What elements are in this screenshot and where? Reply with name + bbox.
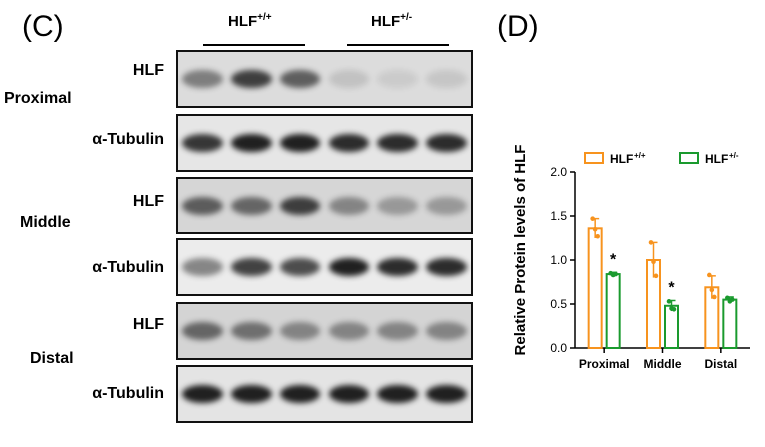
bar	[587, 227, 603, 349]
blot-band	[426, 196, 467, 215]
blot-band	[182, 258, 223, 276]
bar	[605, 273, 621, 349]
blot-band	[182, 385, 223, 403]
blot-band	[377, 258, 419, 276]
y-tick-label: 0.5	[550, 297, 567, 311]
blot-band	[230, 258, 272, 276]
y-tick-label: 0.0	[550, 341, 567, 355]
y-tick-label: 1.0	[550, 253, 567, 267]
blot-band	[328, 322, 370, 340]
legend-label-sup: +/-	[729, 151, 739, 160]
significance-star: *	[610, 251, 617, 268]
data-point	[730, 297, 735, 302]
blot-band	[182, 196, 223, 215]
blot-image	[176, 177, 473, 234]
group-underline-het	[347, 44, 449, 46]
data-point	[666, 299, 672, 304]
group-label-wt: HLF+/+	[228, 12, 272, 30]
blot-image	[176, 114, 473, 172]
blot-band	[279, 70, 321, 88]
blot-band	[279, 322, 321, 340]
blot-band	[328, 134, 370, 152]
blot-band	[426, 385, 467, 403]
blot-band	[230, 196, 272, 215]
panel-d-label: (D)	[497, 10, 539, 43]
legend-label-sup: +/+	[634, 151, 646, 160]
data-point	[707, 272, 712, 278]
blot-band	[230, 70, 272, 88]
bar	[664, 304, 679, 349]
blot-band	[377, 70, 419, 88]
data-point	[590, 216, 595, 221]
blot-band	[328, 196, 370, 215]
blot-image	[176, 302, 473, 360]
blot-band	[377, 322, 419, 340]
region-label-distal: Distal	[30, 350, 74, 367]
blot-band	[182, 322, 223, 340]
region-label-proximal: Proximal	[4, 90, 72, 107]
blot-band	[279, 385, 321, 403]
data-point	[592, 226, 598, 232]
data-point	[709, 287, 715, 293]
data-point	[725, 295, 730, 301]
blot-image	[176, 238, 473, 296]
data-point	[651, 259, 656, 265]
legend-swatch	[584, 152, 604, 164]
data-point	[671, 306, 677, 312]
blot-band	[230, 385, 272, 403]
blot-band	[377, 134, 419, 152]
panel-c-label: (C)	[22, 10, 64, 43]
legend-swatch	[679, 152, 699, 164]
data-point	[648, 240, 654, 245]
group-underline-wt	[203, 44, 305, 46]
blot-band	[279, 258, 321, 276]
data-point	[613, 271, 618, 277]
blot-image	[176, 50, 473, 108]
blot-row-label: α-Tubulin	[92, 385, 164, 402]
blot-band	[230, 322, 272, 340]
blot-band	[328, 385, 370, 403]
y-axis-label: Relative Protein levels of HLF	[512, 145, 529, 356]
bar-chart: Relative Protein levels of HLF 0.0 0.5 1.0 1…	[512, 145, 750, 371]
blot-band	[182, 134, 223, 152]
legend-label: HLF	[705, 152, 728, 166]
group-label-het: HLF+/-	[371, 12, 413, 30]
blot-row-label: HLF	[132, 62, 164, 79]
blot-image	[176, 365, 473, 423]
blot-band	[328, 258, 370, 276]
blot-band	[328, 70, 370, 88]
legend-label: HLF	[610, 152, 633, 166]
blot-band	[279, 196, 321, 215]
blot-row-label: α-Tubulin	[92, 131, 164, 148]
x-tick-label: Distal	[704, 357, 737, 371]
blot-band	[426, 258, 467, 276]
blot-band	[426, 134, 467, 152]
blot-row-label: α-Tubulin	[92, 259, 164, 276]
bar	[722, 298, 738, 350]
significance-star: *	[668, 279, 675, 296]
data-point	[653, 273, 659, 279]
x-tick-label: Proximal	[579, 357, 630, 371]
blot-row-label: HLF	[132, 193, 164, 210]
blot-band	[279, 134, 321, 152]
y-tick-label: 1.5	[550, 209, 567, 223]
data-point	[712, 294, 717, 300]
blot-band	[182, 70, 223, 88]
blot-band	[377, 196, 419, 215]
region-label-middle: Middle	[20, 214, 71, 231]
y-tick-label: 2.0	[550, 165, 567, 179]
x-tick-label: Middle	[644, 357, 682, 371]
blot-band	[377, 385, 419, 403]
blot-row-label: HLF	[132, 316, 164, 333]
data-point	[595, 233, 600, 239]
blot-band	[426, 322, 467, 340]
blot-band	[230, 134, 272, 152]
blot-band	[426, 70, 467, 88]
